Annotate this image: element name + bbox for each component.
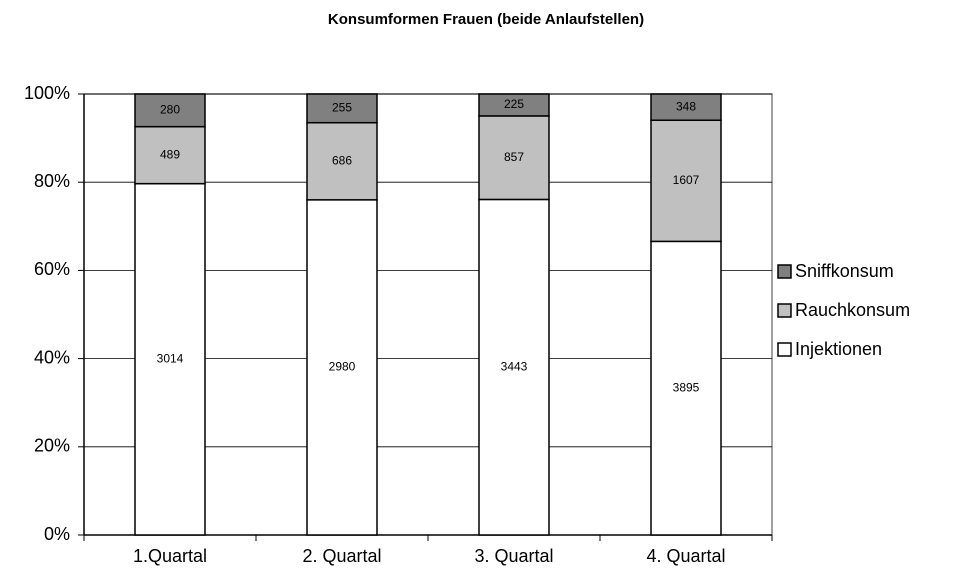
- bar-segment: [478, 115, 550, 201]
- bar-segment: [650, 240, 722, 536]
- bar-segment: [650, 93, 722, 121]
- data-label: 348: [676, 99, 696, 113]
- x-tick-label: 3. Quartal: [474, 546, 553, 566]
- bar-segment: [306, 121, 378, 201]
- bar-segment: [306, 93, 378, 124]
- bar-segment: [478, 198, 550, 536]
- y-tick-label: 40%: [34, 347, 70, 367]
- chart-title: Konsumformen Frauen (beide Anlaufstellen…: [328, 11, 644, 28]
- x-tick-label: 2. Quartal: [302, 546, 381, 566]
- bar-segment: [650, 119, 722, 243]
- data-label: 489: [160, 147, 180, 161]
- data-label: 3014: [157, 351, 184, 365]
- data-label: 255: [332, 101, 352, 115]
- data-label: 2980: [329, 360, 356, 374]
- bar-segment: [306, 199, 378, 536]
- legend-label: Sniffkonsum: [795, 261, 894, 281]
- y-tick-label: 0%: [44, 524, 70, 544]
- x-tick-label: 1.Quartal: [133, 546, 207, 566]
- data-label: 280: [160, 102, 180, 116]
- data-label: 857: [504, 150, 524, 164]
- y-tick-label: 60%: [34, 259, 70, 279]
- legend-label: Injektionen: [795, 339, 882, 359]
- data-label: 3443: [501, 359, 528, 373]
- y-tick-label: 80%: [34, 171, 70, 191]
- x-tick-label: 4. Quartal: [646, 546, 725, 566]
- bar-segment: [134, 182, 206, 536]
- bar-segment: [134, 125, 206, 185]
- legend-label: Rauchkonsum: [795, 300, 910, 320]
- bar-segment: [478, 93, 550, 117]
- data-label: 3895: [673, 380, 700, 394]
- data-label: 225: [504, 97, 524, 111]
- y-tick-label: 20%: [34, 436, 70, 456]
- legend-swatch: [777, 264, 792, 279]
- bar-segment: [134, 93, 206, 128]
- data-label: 686: [332, 153, 352, 167]
- data-label: 1607: [673, 173, 700, 187]
- legend-swatch: [777, 342, 792, 357]
- legend-swatch: [777, 303, 792, 318]
- y-tick-label: 100%: [24, 83, 70, 103]
